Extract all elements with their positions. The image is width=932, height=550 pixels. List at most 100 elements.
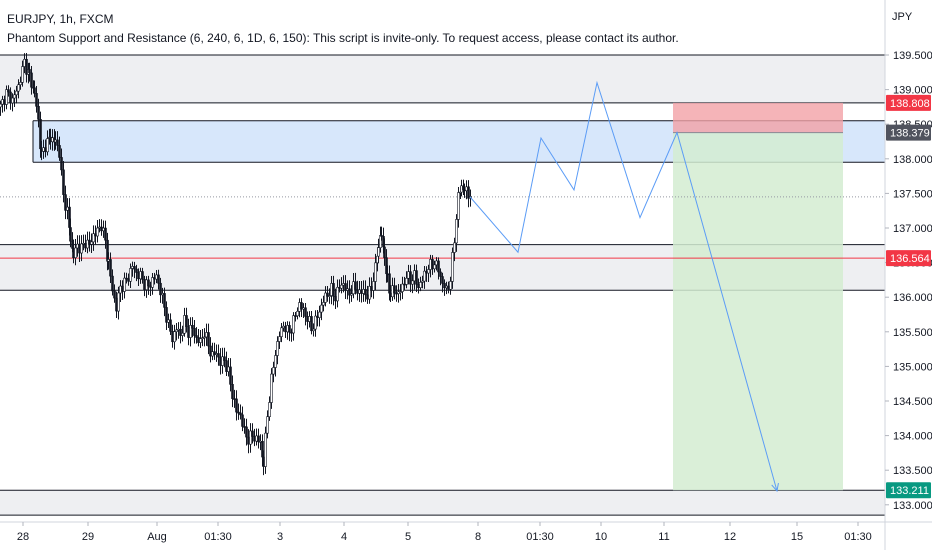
candle-body-166[interactable] bbox=[322, 302, 325, 306]
candle-body-151[interactable] bbox=[292, 315, 295, 334]
candle-body-168[interactable] bbox=[326, 292, 329, 297]
candle-body-117[interactable] bbox=[225, 360, 228, 372]
candle-body-125[interactable] bbox=[241, 414, 244, 427]
candle-body-160[interactable] bbox=[310, 316, 313, 332]
candle-body-182[interactable] bbox=[354, 281, 357, 290]
candle-body-62[interactable] bbox=[115, 297, 118, 312]
candle-body-15[interactable] bbox=[28, 69, 31, 74]
candle-body-124[interactable] bbox=[239, 412, 242, 416]
candle-body-218[interactable] bbox=[421, 280, 424, 283]
candle-body-84[interactable] bbox=[159, 282, 162, 296]
candle-body-34[interactable] bbox=[62, 169, 65, 195]
candle-body-82[interactable] bbox=[155, 274, 158, 280]
candle-body-68[interactable] bbox=[127, 278, 130, 282]
candle-body-102[interactable] bbox=[195, 335, 198, 338]
candle-body-235[interactable] bbox=[455, 219, 458, 244]
candle-body-152[interactable] bbox=[294, 315, 297, 317]
candle-body-9[interactable] bbox=[17, 84, 20, 92]
candle-body-219[interactable] bbox=[423, 270, 426, 282]
candle-body-118[interactable] bbox=[227, 366, 230, 372]
candle-body-127[interactable] bbox=[245, 426, 248, 438]
symbol-title[interactable]: EURJPY, 1h, FXCM bbox=[7, 12, 114, 26]
candle-body-69[interactable] bbox=[129, 268, 132, 282]
candle-body-100[interactable] bbox=[191, 325, 194, 329]
candle-body-157[interactable] bbox=[304, 307, 307, 317]
candle-body-126[interactable] bbox=[243, 426, 246, 428]
candle-body-25[interactable] bbox=[46, 138, 49, 153]
candle-body-11[interactable] bbox=[21, 66, 24, 83]
indicator-title[interactable]: Phantom Support and Resistance (6, 240, … bbox=[7, 31, 679, 45]
candle-body-95[interactable] bbox=[181, 332, 184, 336]
candle-body-33[interactable] bbox=[60, 157, 63, 171]
candle-body-56[interactable] bbox=[104, 227, 107, 241]
candle-body-224[interactable] bbox=[433, 264, 436, 270]
candle-body-137[interactable] bbox=[264, 432, 267, 467]
candle-body-171[interactable] bbox=[332, 283, 335, 297]
candle-body-107[interactable] bbox=[205, 332, 208, 338]
candle-body-194[interactable] bbox=[377, 247, 380, 257]
candle-body-192[interactable] bbox=[374, 262, 377, 282]
candle-body-41[interactable] bbox=[74, 247, 77, 258]
candle-body-236[interactable] bbox=[457, 192, 460, 220]
candle-body-46[interactable] bbox=[84, 243, 87, 249]
candle-body-113[interactable] bbox=[217, 353, 220, 358]
candle-body-97[interactable] bbox=[185, 315, 188, 328]
candle-body-72[interactable] bbox=[135, 268, 138, 273]
take-profit-area[interactable] bbox=[673, 132, 843, 491]
candle-body-227[interactable] bbox=[439, 271, 442, 277]
candle-body-93[interactable] bbox=[177, 328, 180, 331]
candle-body-73[interactable] bbox=[137, 272, 140, 280]
candle-body-162[interactable] bbox=[314, 315, 317, 330]
candle-body-43[interactable] bbox=[78, 243, 81, 254]
candle-body-8[interactable] bbox=[15, 90, 18, 96]
candle-body-58[interactable] bbox=[107, 259, 110, 262]
candle-body-123[interactable] bbox=[237, 411, 240, 414]
candle-body-179[interactable] bbox=[348, 288, 351, 296]
candle-body-196[interactable] bbox=[380, 235, 383, 237]
candle-body-31[interactable] bbox=[56, 139, 59, 146]
candle-body-90[interactable] bbox=[171, 331, 174, 343]
candle-body-51[interactable] bbox=[94, 233, 97, 237]
candle-body-111[interactable] bbox=[213, 351, 216, 355]
candle-body-133[interactable] bbox=[257, 435, 260, 443]
candle-body-191[interactable] bbox=[372, 281, 375, 291]
candle-body-189[interactable] bbox=[368, 286, 371, 300]
candle-body-16[interactable] bbox=[30, 72, 33, 88]
candle-body-96[interactable] bbox=[183, 315, 186, 334]
candle-body-86[interactable] bbox=[163, 293, 166, 308]
candle-body-71[interactable] bbox=[133, 266, 136, 270]
candle-body-121[interactable] bbox=[233, 398, 236, 400]
candle-body-13[interactable] bbox=[25, 58, 28, 75]
candle-body-99[interactable] bbox=[189, 325, 192, 338]
candle-body-139[interactable] bbox=[268, 402, 271, 418]
candle-body-210[interactable] bbox=[405, 277, 408, 285]
zone-support-3[interactable] bbox=[0, 490, 885, 516]
candle-body-0[interactable] bbox=[0, 103, 2, 108]
candle-body-32[interactable] bbox=[58, 145, 61, 158]
candle-body-234[interactable] bbox=[453, 242, 456, 253]
candle-body-228[interactable] bbox=[441, 276, 444, 284]
candle-body-169[interactable] bbox=[328, 295, 331, 297]
candle-body-242[interactable] bbox=[467, 186, 470, 199]
candle-body-49[interactable] bbox=[90, 241, 93, 245]
candle-body-217[interactable] bbox=[419, 282, 422, 288]
candle-body-122[interactable] bbox=[235, 398, 238, 413]
candle-body-138[interactable] bbox=[266, 416, 269, 434]
candle-body-75[interactable] bbox=[141, 271, 144, 280]
candle-body-204[interactable] bbox=[393, 285, 396, 294]
candle-body-165[interactable] bbox=[320, 304, 323, 313]
candle-body-7[interactable] bbox=[13, 94, 16, 99]
candle-body-226[interactable] bbox=[437, 260, 440, 273]
candle-body-60[interactable] bbox=[111, 275, 114, 292]
candle-body-6[interactable] bbox=[11, 97, 14, 104]
candle-body-130[interactable] bbox=[251, 430, 254, 437]
candle-body-223[interactable] bbox=[431, 259, 434, 270]
candle-body-131[interactable] bbox=[253, 436, 256, 442]
candle-body-120[interactable] bbox=[231, 384, 234, 399]
candle-body-65[interactable] bbox=[121, 285, 124, 292]
candle-body-115[interactable] bbox=[221, 356, 224, 366]
candle-body-114[interactable] bbox=[219, 356, 222, 366]
candle-body-91[interactable] bbox=[173, 331, 176, 343]
candle-body-74[interactable] bbox=[139, 271, 142, 280]
candle-body-47[interactable] bbox=[86, 239, 89, 249]
